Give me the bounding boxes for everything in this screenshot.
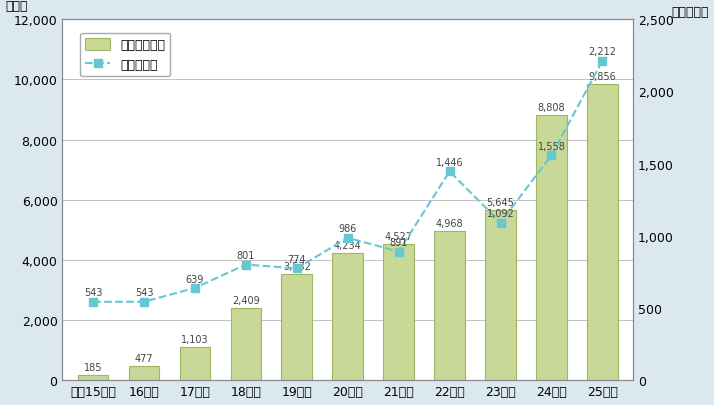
Bar <box>383 244 414 380</box>
Text: 2,409: 2,409 <box>232 295 260 305</box>
Text: 4,527: 4,527 <box>385 231 413 241</box>
Bar <box>333 253 363 380</box>
Text: 543: 543 <box>135 288 154 298</box>
Text: 1,446: 1,446 <box>436 158 463 168</box>
Bar <box>180 347 210 380</box>
Text: 2,212: 2,212 <box>588 47 616 58</box>
Y-axis label: （百万円）: （百万円） <box>671 6 709 19</box>
Text: 1,103: 1,103 <box>181 334 208 344</box>
Text: 9,856: 9,856 <box>588 72 616 81</box>
Text: 1,558: 1,558 <box>538 141 565 151</box>
Text: 4,968: 4,968 <box>436 218 463 228</box>
Text: 774: 774 <box>288 254 306 264</box>
Text: 986: 986 <box>338 224 357 234</box>
Bar <box>281 274 312 380</box>
Bar <box>129 366 159 380</box>
Bar <box>434 231 465 380</box>
Bar <box>486 211 516 380</box>
Text: 4,234: 4,234 <box>334 240 361 250</box>
Bar <box>536 116 567 380</box>
Text: 185: 185 <box>84 362 102 372</box>
Text: 891: 891 <box>389 238 408 247</box>
Text: 801: 801 <box>236 251 255 260</box>
Bar <box>587 85 618 380</box>
Bar <box>231 308 261 380</box>
Text: 8,808: 8,808 <box>538 103 565 113</box>
Legend: 実施等収入額, 実施等件数: 実施等収入額, 実施等件数 <box>80 34 170 77</box>
Text: 3,532: 3,532 <box>283 261 311 271</box>
Y-axis label: （件）: （件） <box>6 0 28 13</box>
Bar <box>78 375 109 380</box>
Text: 477: 477 <box>135 353 154 363</box>
Text: 543: 543 <box>84 288 102 298</box>
Text: 5,645: 5,645 <box>487 198 515 208</box>
Text: 639: 639 <box>186 274 204 284</box>
Text: 1,092: 1,092 <box>487 209 514 219</box>
